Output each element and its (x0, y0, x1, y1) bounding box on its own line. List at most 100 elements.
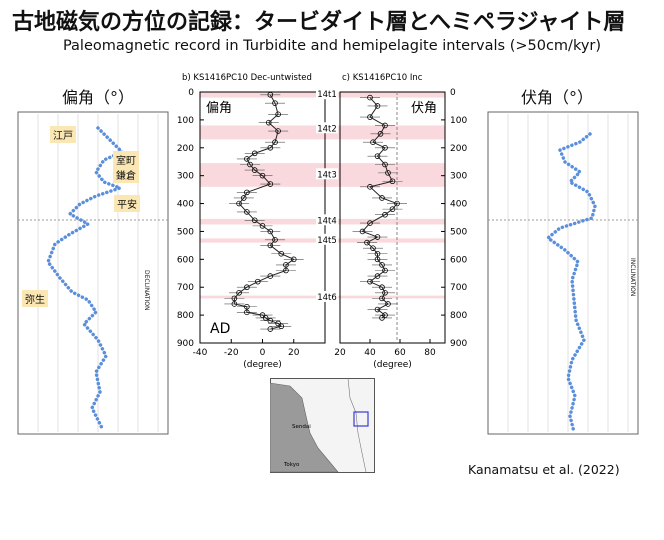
inc-point (364, 239, 370, 246)
dec-point (267, 317, 274, 324)
turbidite-label: 14t4 (317, 216, 337, 226)
study-area-box (353, 411, 369, 427)
dec-series-line (233, 94, 295, 330)
dec-point (272, 100, 278, 106)
ad-label: AD (210, 321, 230, 337)
depth-tick-label-right: 900 (450, 339, 467, 349)
depth-tick-label-right: 800 (450, 311, 467, 321)
dec-xtick-label: -20 (224, 348, 239, 358)
depth-tick-label-right: 300 (450, 172, 467, 182)
inc-panel-title: c) KS1416PC10 Inc (342, 73, 423, 83)
dec-point (265, 119, 272, 126)
dec-xtick-label: -40 (193, 348, 208, 358)
slide-title: 古地磁気の方位の記録：タービダイト層とへミペラジャイト層 (12, 10, 626, 35)
right-archaeomag-curve (546, 132, 597, 434)
inc-point (367, 114, 373, 120)
location-map: Sendai Tokyo (270, 378, 375, 473)
inc-point (379, 315, 385, 321)
dec-point (275, 111, 281, 118)
dec-point (240, 195, 247, 201)
inc-point (382, 290, 388, 296)
inc-point (359, 228, 366, 235)
turbidite-label: 14t2 (317, 124, 337, 134)
left-panel-title: 偏角（°） (62, 88, 135, 107)
dec-point (278, 323, 285, 330)
inc-point (367, 184, 373, 190)
dec-point (267, 181, 274, 187)
trench-line (347, 378, 367, 473)
depth-tick-label: 400 (177, 200, 194, 210)
dec-point (267, 242, 274, 249)
inc-point (379, 195, 385, 201)
inc-point (374, 103, 381, 109)
dec-point (251, 150, 258, 157)
inc-point (374, 306, 381, 313)
turbidite-label-bg (316, 168, 338, 180)
era-label-kamakura: 鎌倉 (113, 166, 139, 183)
inc-point (385, 170, 391, 176)
era-label-heian: 平安 (114, 195, 140, 212)
dec-point (262, 315, 269, 321)
inc-point (377, 131, 384, 137)
era-label-muromachi: 室町 (113, 151, 139, 168)
turbidite-label-bg (316, 214, 338, 226)
dec-point (272, 139, 278, 145)
inc-point (385, 301, 391, 307)
map-label-sendai: Sendai (292, 424, 311, 430)
turbidite-label: 14t5 (317, 236, 337, 246)
inc-point (374, 153, 381, 159)
inc-point (379, 295, 385, 302)
inc-point (367, 278, 373, 285)
inc-point (374, 273, 381, 279)
inc-point (382, 267, 388, 274)
left-axis-label: DECLINATION (143, 270, 150, 311)
dec-point (290, 256, 297, 263)
depth-tick-label-right: 600 (450, 255, 467, 265)
turbidite-label: 14t6 (317, 293, 337, 303)
turbidite-label: 14t1 (317, 90, 337, 100)
dec-point (275, 128, 281, 134)
right-axis-label: INCLINATION (629, 258, 636, 297)
inc-point (382, 312, 388, 318)
depth-tick-label: 300 (177, 172, 194, 182)
dec-point (278, 250, 285, 257)
inc-frame (339, 91, 446, 344)
inc-point (382, 161, 388, 168)
japan-landmass (270, 382, 339, 473)
era-label-yayoi: 弥生 (22, 290, 48, 307)
depth-tick-label-right: 500 (450, 227, 467, 237)
depth-tick-label: 700 (177, 283, 194, 293)
depth-tick-label: 500 (177, 227, 194, 237)
depth-tick-label: 200 (177, 144, 194, 154)
dec-panel-title: b) KS1416PC10 Dec-untwisted (182, 73, 312, 83)
inc-xtick-label: 20 (334, 348, 346, 358)
core-chart: b) KS1416PC10 Dec-untwisted 偏角 -40 -20 0 20 (d… (177, 73, 468, 370)
era-label-edo: 江戸 (50, 126, 76, 143)
dec-point (272, 237, 278, 243)
depth-tick-label-right: 0 (450, 88, 456, 98)
inc-point (379, 262, 385, 268)
inc-point (370, 245, 376, 251)
inc-point (394, 200, 400, 207)
left-archaeomag-curve (46, 126, 124, 430)
depth-tick-label: 600 (177, 255, 194, 265)
dec-point (267, 326, 274, 332)
inc-point (367, 220, 373, 226)
dec-point (251, 167, 258, 173)
depth-tick-label-right: 700 (450, 283, 467, 293)
inc-point (382, 211, 388, 218)
depth-tick-label: 800 (177, 311, 194, 321)
left-panel-frame (17, 111, 169, 435)
turbidite-label-bg (316, 290, 338, 302)
inc-point (379, 284, 385, 291)
right-panel-frame (487, 111, 639, 435)
turbidite-label: 14t3 (317, 170, 337, 180)
dec-xtick-label: 20 (288, 348, 300, 358)
depth-tick-label: 100 (177, 116, 194, 126)
dec-point (267, 91, 274, 98)
inc-point (382, 122, 388, 129)
right-panel-title: 伏角（°） (521, 88, 594, 107)
dec-xlabel: (degree) (243, 360, 282, 370)
dec-xtick-label: 0 (260, 348, 266, 358)
